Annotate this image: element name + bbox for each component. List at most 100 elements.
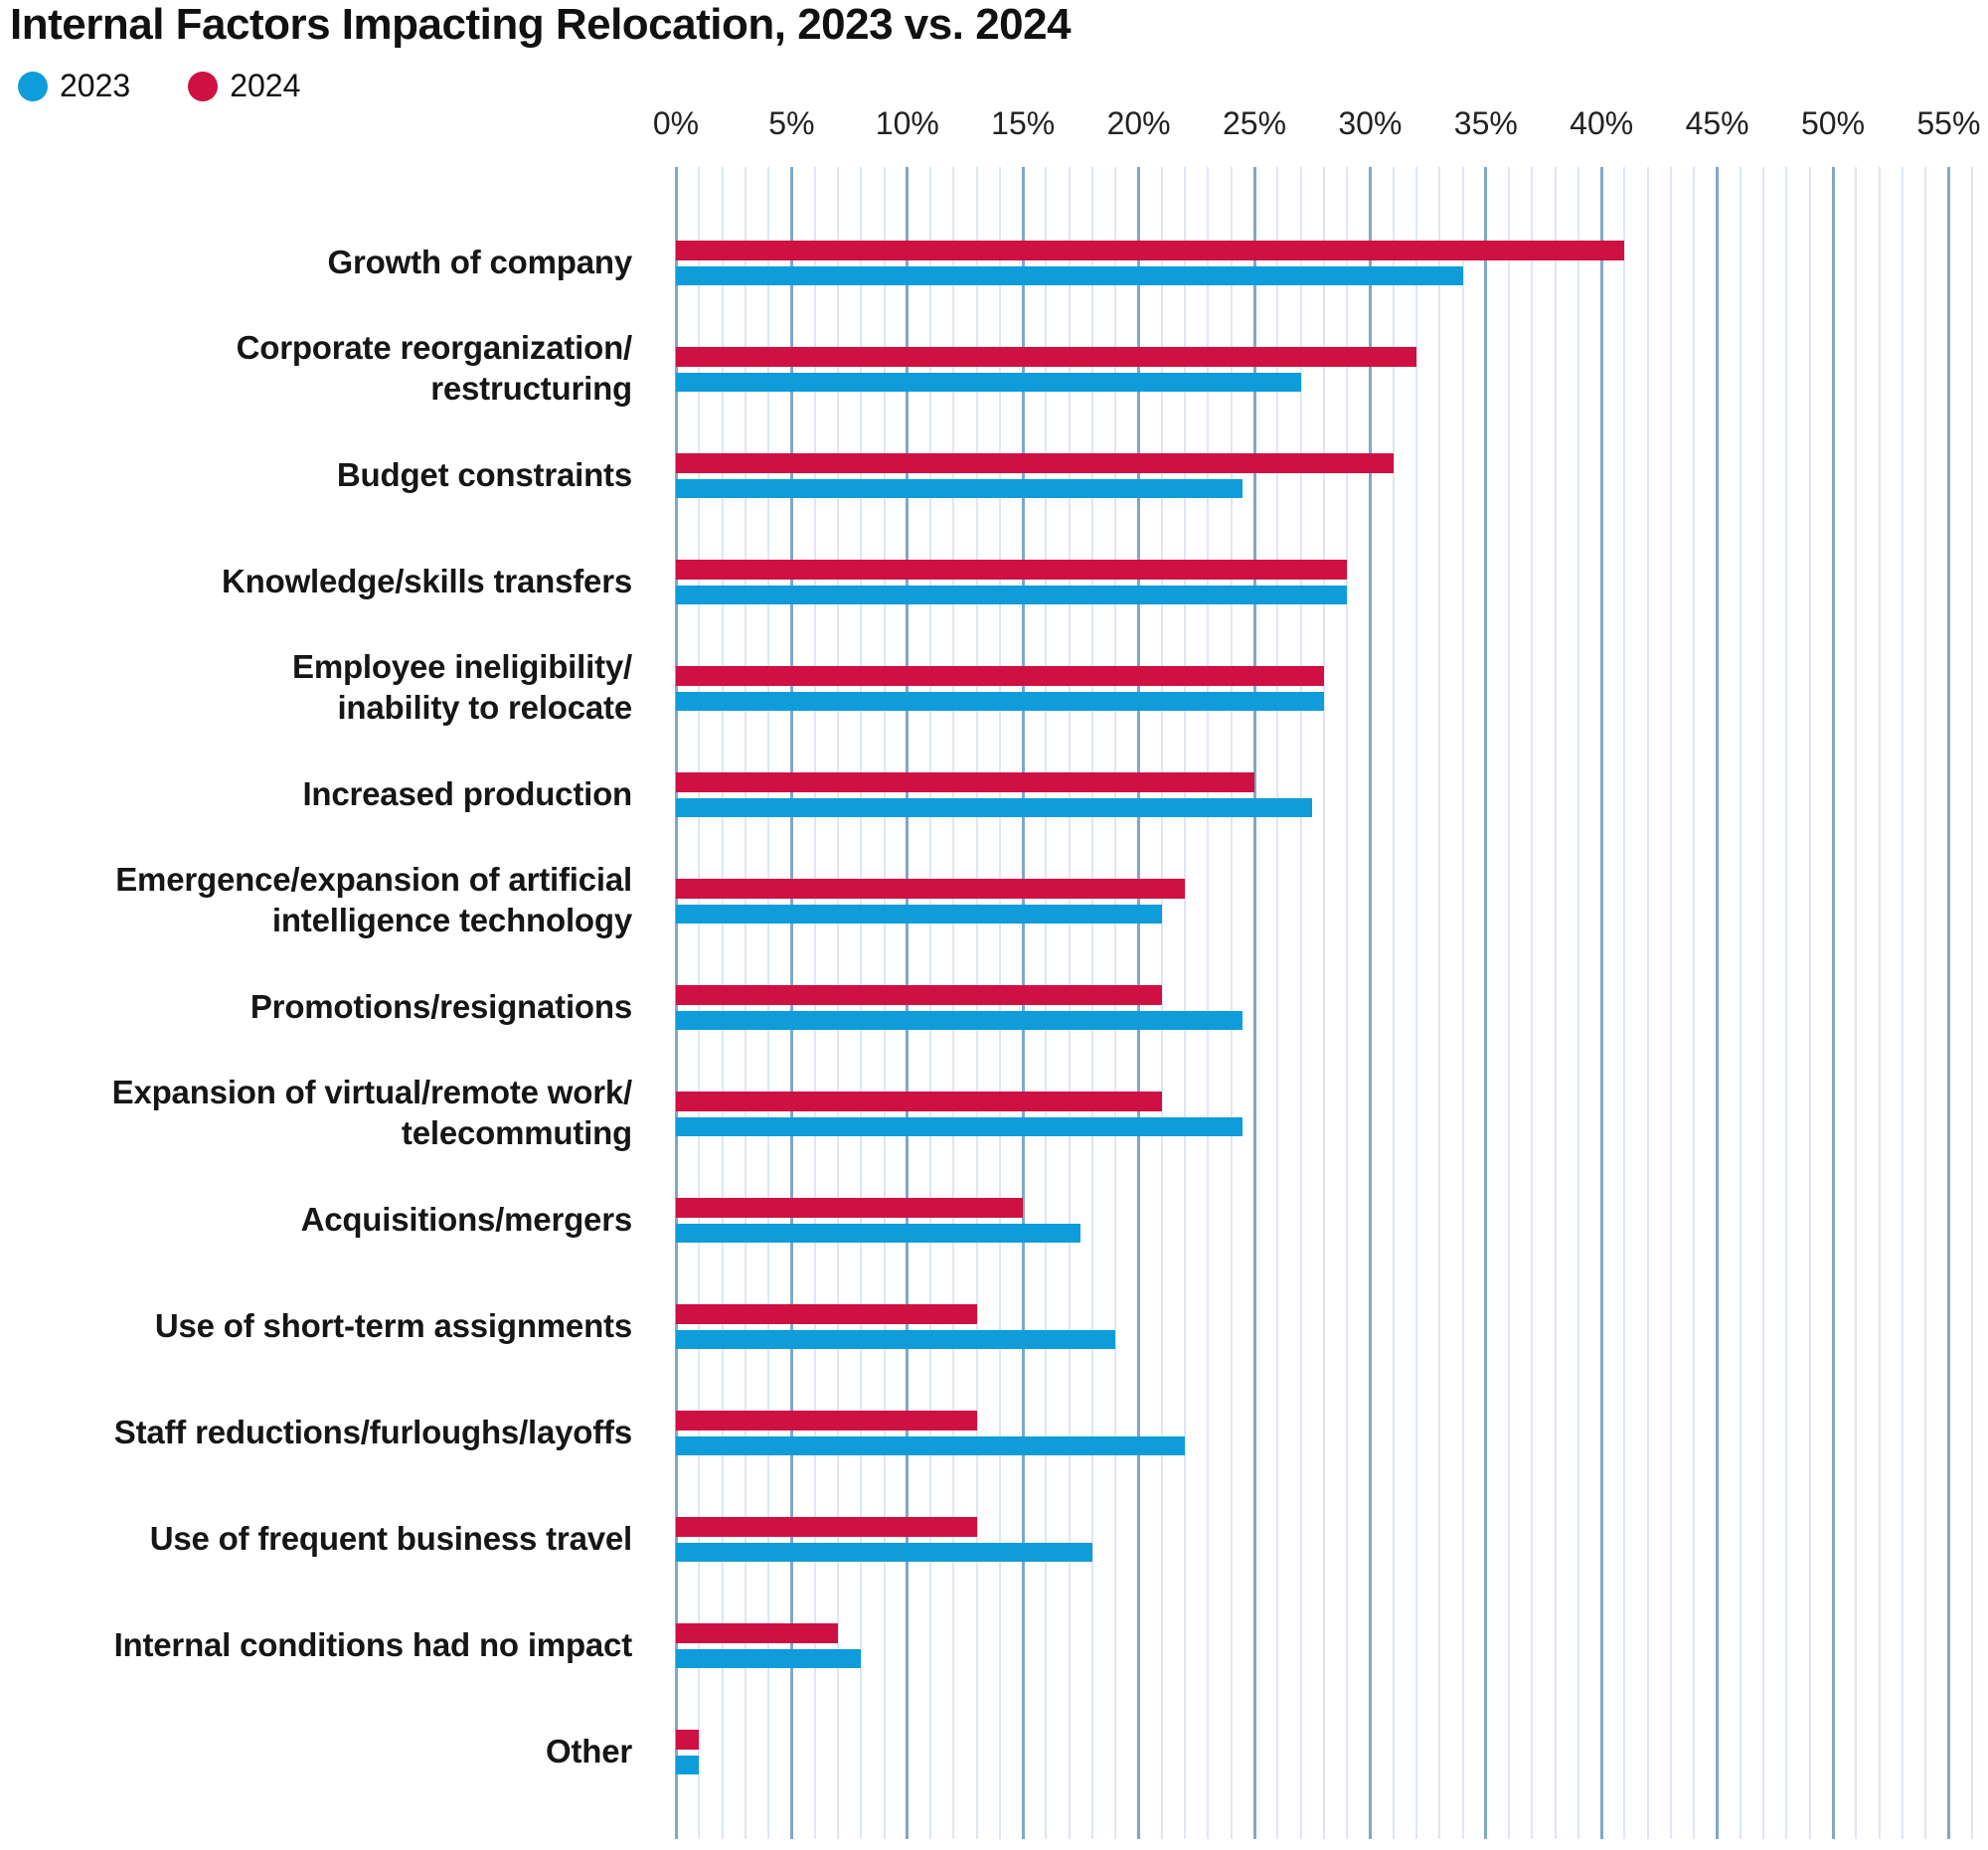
category-label: Use of frequent business travel [0, 1496, 632, 1582]
gridline-minor [1230, 167, 1233, 1839]
bar-2024-3 [676, 560, 1348, 580]
gridline-minor [1785, 167, 1788, 1839]
plot-area [674, 167, 1981, 1839]
bar-2024-6 [676, 879, 1186, 899]
x-tick-label: 40% [1570, 105, 1634, 141]
gridline-minor [1184, 167, 1187, 1839]
gridline-minor [1392, 167, 1395, 1839]
gridline-minor [1855, 167, 1858, 1839]
category-label-line: Acquisitions/mergers [300, 1200, 633, 1238]
category-label-line: Knowledge/skills transfers [222, 562, 632, 599]
x-tick-label: 15% [991, 105, 1056, 141]
bar-2023-8 [676, 1116, 1243, 1136]
gridline-minor [1461, 167, 1464, 1839]
category-label-line: Promotions/resignations [249, 987, 632, 1025]
legend-label: 2024 [230, 68, 301, 103]
bar-2023-1 [676, 372, 1301, 392]
bar-2023-7 [676, 1010, 1243, 1030]
legend-label: 2023 [60, 68, 131, 103]
gridline-minor [1739, 167, 1741, 1839]
x-tick-label: 30% [1338, 105, 1403, 141]
gridline-minor [1878, 167, 1881, 1839]
bar-2024-0 [676, 241, 1625, 260]
x-tick-label: 55% [1916, 105, 1981, 141]
gridline-minor [1970, 167, 1973, 1839]
x-tick-label: 45% [1685, 105, 1749, 141]
bar-2024-1 [676, 347, 1416, 367]
gridline-minor [1576, 167, 1579, 1839]
gridline-minor [1646, 167, 1649, 1839]
category-label: Corporate reorganization/restructuring [0, 326, 633, 412]
gridline-minor [1438, 167, 1441, 1839]
category-label-line: inability to relocate [337, 689, 632, 726]
category-label: Promotions/resignations [0, 964, 632, 1050]
category-label-line: Other [545, 1732, 632, 1769]
category-label-line: Increased production [302, 774, 632, 812]
legend-dot-2024 [188, 71, 219, 101]
gridline-minor [1924, 167, 1927, 1839]
legend-item-2023: 2023 [18, 68, 130, 104]
category-label: Knowledge/skills transfers [0, 539, 632, 624]
legend-item-2024: 2024 [188, 68, 300, 104]
category-label: Employee ineligibility/inability to relo… [0, 645, 632, 731]
bar-2024-13 [676, 1623, 838, 1643]
bar-2024-10 [676, 1304, 977, 1324]
bar-2023-4 [676, 691, 1324, 711]
gridline-minor [1808, 167, 1811, 1839]
gridline-minor [1276, 167, 1279, 1839]
gridline-minor [1670, 167, 1673, 1839]
gridline-major [1716, 167, 1720, 1839]
gridline-minor [1693, 167, 1696, 1839]
bar-2024-9 [676, 1198, 1024, 1218]
category-label-line: Employee ineligibility/ [292, 648, 632, 686]
category-label-line: telecommuting [401, 1114, 632, 1151]
bar-2024-11 [676, 1411, 977, 1430]
category-label-line: restructuring [430, 370, 632, 407]
x-axis-tick-labels: 0% 5% 10% 15% 20% 25% 30% 35% 40% 45% 50% 55% [0, 105, 1988, 149]
category-label: Internal conditions had no impact [0, 1602, 633, 1688]
category-label-line: Use of short-term assignments [154, 1306, 632, 1344]
category-label: Emergence/expansion of artificial intelli… [0, 858, 632, 943]
bar-2023-2 [676, 478, 1243, 498]
chart-title: Internal Factors Impacting Relocation, 2… [10, 0, 1072, 49]
gridline-major [1599, 167, 1603, 1839]
gridline-minor [1299, 167, 1302, 1839]
bar-2023-3 [676, 585, 1348, 604]
category-label: Staff reductions/furloughs/layoffs [0, 1390, 632, 1475]
category-label-line: Budget constraints [336, 455, 632, 493]
legend-dot-2023 [18, 71, 48, 101]
bar-2024-14 [676, 1730, 700, 1750]
bar-2023-10 [676, 1329, 1116, 1349]
gridline-major [1831, 167, 1835, 1839]
bar-2023-14 [676, 1755, 700, 1774]
bar-2024-12 [676, 1517, 977, 1537]
x-tick-label: 5% [768, 105, 815, 141]
gridline-major [1484, 167, 1488, 1839]
bar-2023-11 [676, 1435, 1186, 1455]
bar-2024-2 [676, 453, 1394, 473]
bar-2024-4 [676, 666, 1324, 686]
gridline-minor [1762, 167, 1765, 1839]
gridline-minor [1554, 167, 1557, 1839]
category-label: Budget constraints [0, 432, 632, 518]
gridline-minor [1531, 167, 1534, 1839]
category-label: Use of short-term assignments [0, 1283, 632, 1369]
bar-2023-6 [676, 904, 1162, 924]
bar-2023-0 [676, 265, 1463, 285]
bar-2023-13 [676, 1648, 862, 1668]
gridline-minor [1322, 167, 1325, 1839]
bar-2024-5 [676, 772, 1254, 792]
gridline-minor [1414, 167, 1417, 1839]
x-tick-label: 25% [1222, 105, 1287, 141]
x-tick-label: 10% [875, 105, 939, 141]
category-label-line: Use of frequent business travel [149, 1519, 632, 1557]
bar-2024-8 [676, 1092, 1162, 1111]
category-label: Other [0, 1709, 632, 1794]
gridline-major [1946, 167, 1950, 1839]
x-tick-label: 20% [1106, 105, 1171, 141]
gridline-minor [1901, 167, 1904, 1839]
legend: 2023 2024 [18, 68, 358, 104]
bar-2023-12 [676, 1542, 1093, 1562]
category-label-line: Corporate reorganization/ [236, 329, 633, 367]
